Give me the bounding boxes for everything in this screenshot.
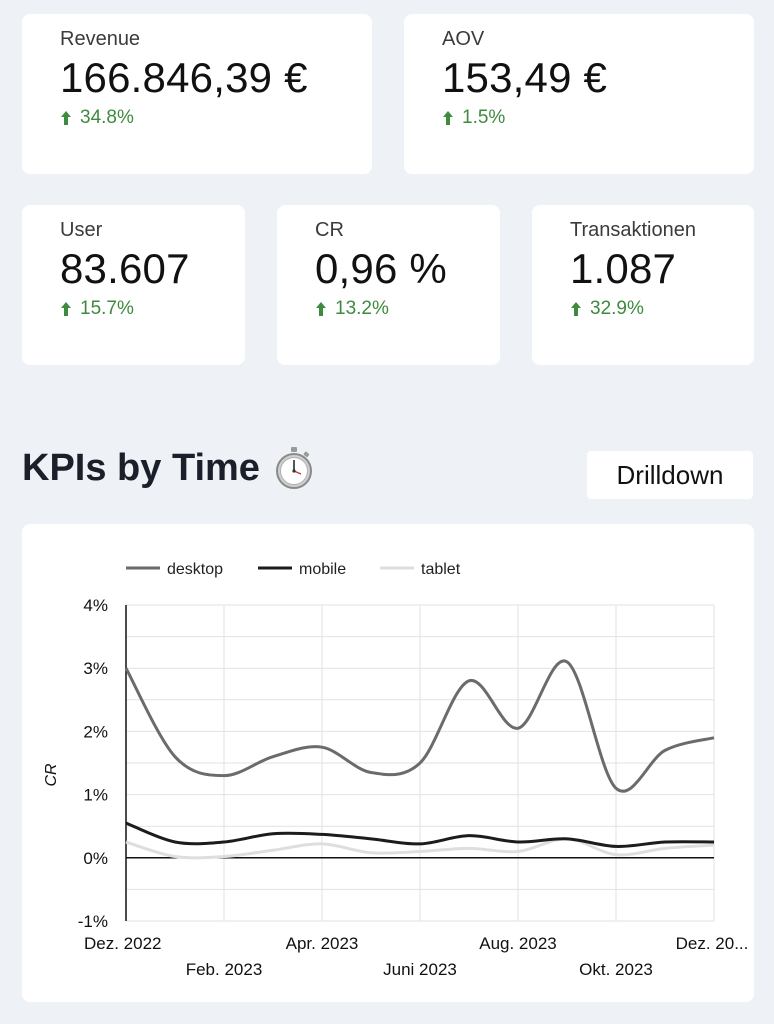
x-tick-label: Okt. 2023	[579, 960, 653, 979]
cr-line-chart: -1% 0% 1% 2% 3% 4% CR Dez. 2022 Apr. 2023 Aug. 20…	[43, 561, 749, 979]
kpi-delta-value: 13.2%	[335, 298, 389, 319]
x-tick-label: Feb. 2023	[186, 960, 263, 979]
y-axis-label: CR	[43, 763, 60, 787]
y-tick-label: 3%	[83, 659, 108, 678]
arrow-up-icon	[571, 302, 581, 316]
x-tick-label: Dez. 2022	[84, 934, 162, 953]
x-tick-label: Apr. 2023	[286, 934, 359, 953]
legend-label-desktop: desktop	[167, 561, 223, 578]
series-line-mobile	[125, 821, 715, 848]
kpi-label: AOV	[442, 28, 485, 50]
kpi-card-revenue: Revenue 166.846,39 € 34.8%	[22, 14, 372, 174]
arrow-up-icon	[316, 302, 326, 316]
kpi-label: Transaktionen	[570, 219, 696, 241]
arrow-up-icon	[61, 302, 71, 316]
kpi-label: Revenue	[60, 28, 141, 50]
stopwatch-icon	[275, 447, 312, 489]
y-tick-label: 0%	[83, 849, 108, 868]
legend-label-tablet: tablet	[421, 561, 461, 578]
kpi-delta: 15.7%	[60, 298, 134, 320]
kpi-delta-value: 32.9%	[590, 298, 644, 319]
kpi-delta: 13.2%	[315, 298, 389, 320]
y-tick-label: 1%	[83, 786, 108, 805]
kpi-value: 153,49 €	[442, 54, 608, 101]
series-line-desktop	[124, 659, 715, 793]
drilldown-button[interactable]: Drilldown	[587, 451, 753, 499]
kpi-label: User	[60, 219, 103, 241]
y-tick-label: -1%	[78, 912, 108, 931]
kpi-label: CR	[315, 219, 344, 241]
section-title: KPIs by Time	[22, 446, 314, 490]
kpi-value: 0,96 %	[315, 245, 447, 292]
y-tick-label: 2%	[83, 722, 108, 741]
kpi-card-transaktionen: Transaktionen 1.087 32.9%	[532, 205, 754, 365]
kpi-delta: 1.5%	[442, 107, 505, 129]
chart-card: -1% 0% 1% 2% 3% 4% CR Dez. 2022 Apr. 2023 Aug. 20…	[22, 524, 754, 1002]
kpi-card-user: User 83.607 15.7%	[22, 205, 245, 365]
x-tick-label: Juni 2023	[383, 960, 457, 979]
kpi-card-aov: AOV 153,49 € 1.5%	[404, 14, 754, 174]
kpi-delta: 32.9%	[570, 298, 644, 320]
kpi-delta-value: 15.7%	[80, 298, 134, 319]
kpi-value: 166.846,39 €	[60, 54, 308, 101]
kpi-value: 1.087	[570, 245, 677, 292]
kpi-value: 83.607	[60, 245, 190, 292]
kpi-delta-value: 1.5%	[462, 107, 506, 128]
series-line-tablet	[125, 837, 715, 860]
x-tick-label: Aug. 2023	[479, 934, 557, 953]
kpi-delta: 34.8%	[60, 107, 134, 129]
x-tick-label: Dez. 20...	[676, 934, 749, 953]
kpi-card-cr: CR 0,96 % 13.2%	[277, 205, 500, 365]
legend-label-mobile: mobile	[299, 561, 346, 578]
section-title-text: KPIs by Time	[22, 446, 260, 489]
arrow-up-icon	[61, 111, 71, 125]
y-tick-label: 4%	[83, 596, 108, 615]
kpi-delta-value: 34.8%	[80, 107, 134, 128]
arrow-up-icon	[443, 111, 453, 125]
